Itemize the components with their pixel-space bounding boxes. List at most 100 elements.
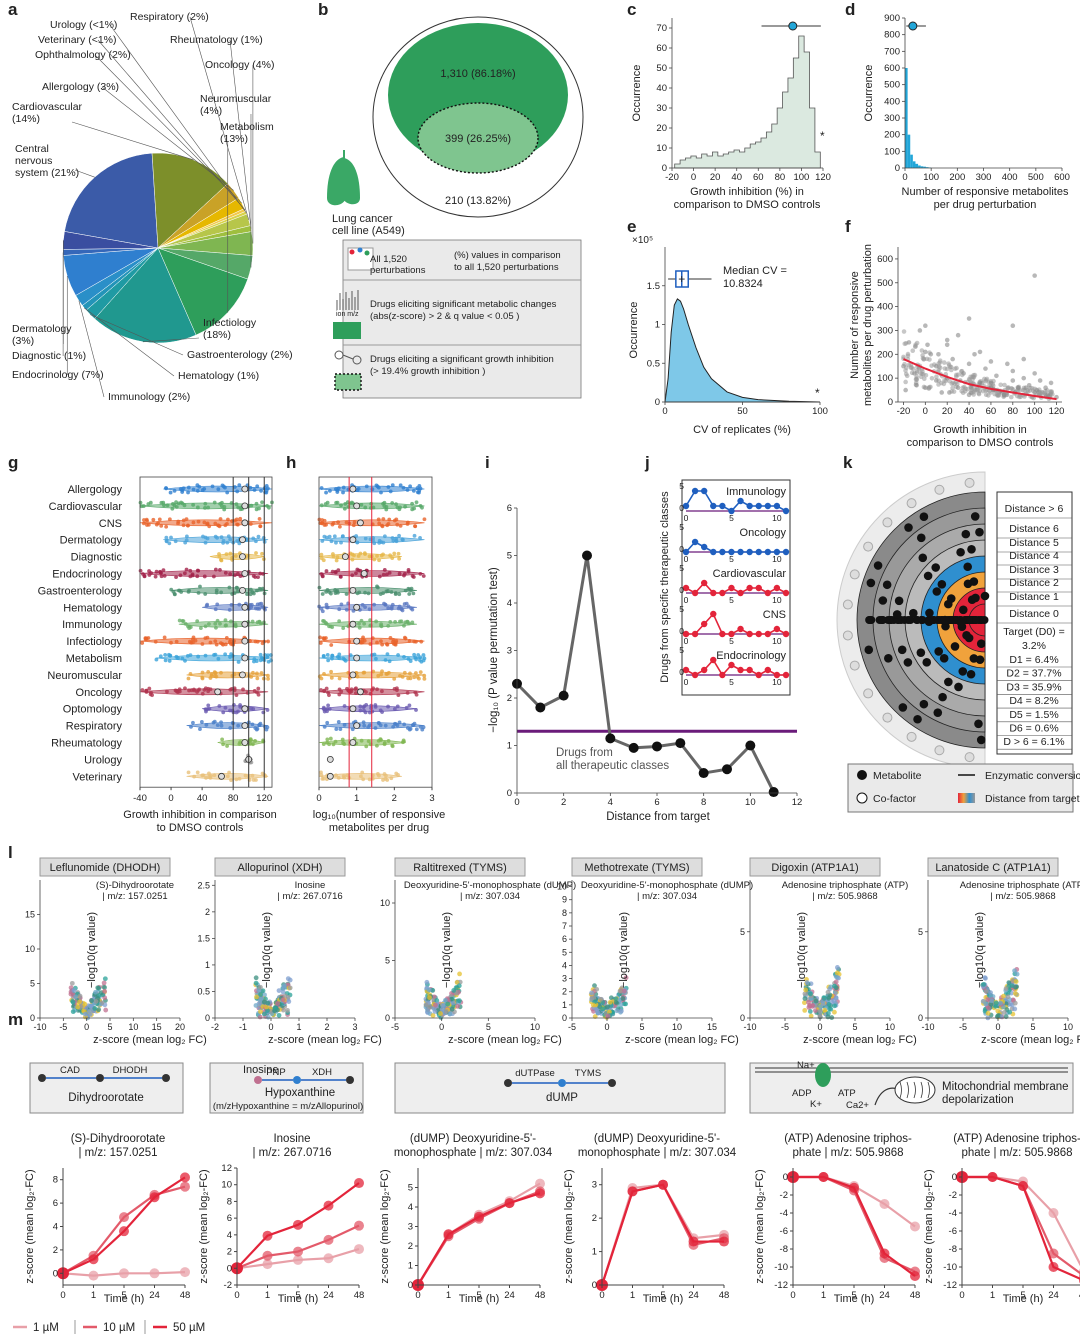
series-point xyxy=(700,487,708,495)
metabolite-node xyxy=(958,605,968,615)
violin-point xyxy=(248,485,253,490)
y-tick-label: 0 xyxy=(227,1263,232,1274)
x-tick-label: 24 xyxy=(323,1290,334,1301)
cofactor-node xyxy=(842,630,853,641)
violin-point xyxy=(360,770,365,775)
scatter-point xyxy=(903,379,908,385)
ion-label: Ca2+ xyxy=(846,1100,869,1111)
panel-label-f: f xyxy=(845,217,851,236)
violin-point xyxy=(352,520,357,525)
scatter-point xyxy=(988,380,994,386)
x-tick-label: 48 xyxy=(354,1290,365,1301)
series-line xyxy=(600,1183,724,1286)
pie-label-line: Immunology (2%) xyxy=(108,391,190,403)
cofactor-legend-icon xyxy=(856,792,868,804)
series-point xyxy=(987,1172,998,1182)
volcano-point xyxy=(260,988,266,994)
violin-point xyxy=(374,656,378,661)
pie-label-line: nervous xyxy=(15,155,52,167)
series-point xyxy=(737,666,744,674)
scatter-point xyxy=(942,366,948,371)
violin-point xyxy=(358,708,363,713)
series-point xyxy=(180,1181,190,1192)
violin-point xyxy=(322,688,327,693)
violin-point xyxy=(229,602,234,607)
pie-label: Hematology (1%) xyxy=(178,370,259,382)
scatter-point xyxy=(966,316,972,321)
scatter-point xyxy=(908,365,914,371)
y-tick-label: 2 xyxy=(53,1245,58,1256)
violin-point xyxy=(206,669,211,674)
volcano-point xyxy=(70,1009,76,1015)
metabolite-node xyxy=(980,591,990,601)
series-point xyxy=(719,589,726,597)
violin-point xyxy=(139,504,144,509)
series-point xyxy=(682,666,690,674)
category-label: Optomology xyxy=(63,704,123,716)
violin-point xyxy=(248,522,253,526)
metabolite-node xyxy=(882,580,892,590)
x-axis-label: z-score (mean log₂ FC) xyxy=(268,1034,382,1046)
violin-point xyxy=(257,517,262,521)
violin-point xyxy=(165,689,169,694)
violin-point xyxy=(259,488,263,493)
category-label: Rheumatology xyxy=(51,738,122,750)
series-name: Immunology xyxy=(726,486,786,498)
series-point xyxy=(764,666,772,674)
scatter-point xyxy=(936,382,941,387)
violin-point xyxy=(216,523,220,528)
violin-point xyxy=(165,503,170,508)
x-tick-label: -5 xyxy=(959,1022,967,1032)
x-tick-label: 100 xyxy=(812,406,828,417)
volcano-point xyxy=(1007,1009,1013,1015)
scatter-point xyxy=(968,385,974,390)
y-axis-label: −log10(q value) xyxy=(796,912,808,988)
y-tick-label: 5 xyxy=(679,563,684,573)
x-axis-label: z-score (mean log₂ FC) xyxy=(803,1034,917,1046)
scatter-point xyxy=(921,376,927,382)
histogram-bar xyxy=(918,165,921,168)
violin-point xyxy=(417,484,422,488)
violin-point xyxy=(334,727,339,732)
y-tick-label: -2 xyxy=(780,1190,788,1201)
metabolite-node xyxy=(956,618,966,628)
violin-point xyxy=(218,641,223,645)
violin-point xyxy=(223,652,228,657)
series-point xyxy=(719,671,726,679)
violin-point xyxy=(382,741,387,745)
x-tick-label: 0 xyxy=(514,797,519,808)
violin-point xyxy=(324,602,329,607)
pie-label: Cardiovascular(14%) xyxy=(12,101,83,125)
timecourse-title-2: phate | m/z: 505.9868 xyxy=(961,1147,1072,1159)
series-point xyxy=(119,1226,129,1237)
series-point xyxy=(1018,1181,1028,1191)
violin-point xyxy=(398,523,403,528)
violin-point xyxy=(355,674,360,679)
violin-point xyxy=(259,601,264,606)
violin-median xyxy=(349,739,357,746)
plot-frame xyxy=(139,476,273,788)
volcano-point xyxy=(71,987,77,993)
volcano-point xyxy=(1012,968,1017,974)
violin-point xyxy=(199,719,204,724)
series-point xyxy=(773,502,781,510)
rest-count: 210 (13.82%) xyxy=(445,195,511,207)
violin-point xyxy=(418,655,423,660)
x-tick-label: 1 xyxy=(446,1290,451,1301)
violin-point xyxy=(413,639,418,644)
violin-point xyxy=(419,639,424,644)
violin-point xyxy=(410,574,415,578)
volcano-point xyxy=(820,1001,826,1007)
violin-point xyxy=(319,552,324,557)
violin-point xyxy=(421,653,426,657)
volcano-point xyxy=(275,1000,280,1006)
metabolite-node xyxy=(909,608,918,618)
x-tick-label: 120 xyxy=(256,793,272,804)
volcano-point xyxy=(95,985,101,991)
violin-point xyxy=(221,538,226,543)
volcano-point xyxy=(825,989,831,995)
volcano-point xyxy=(825,1014,831,1020)
violin-point xyxy=(323,707,328,712)
violin-point xyxy=(183,658,187,663)
